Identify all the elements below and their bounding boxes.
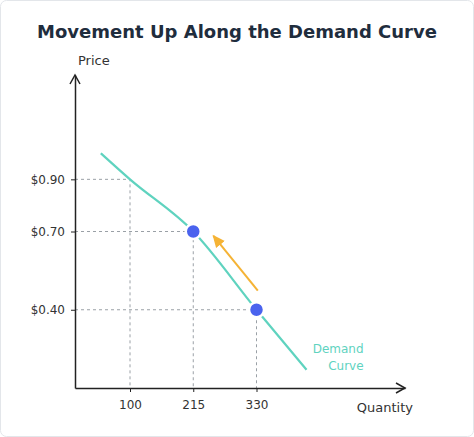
guide-line bbox=[75, 310, 257, 388]
x-axis-title: Quantity bbox=[357, 400, 413, 415]
series-labels: Demand Curve bbox=[313, 342, 364, 373]
chart: Movement Up Along the Demand Curve$0.40$… bbox=[0, 0, 474, 437]
title: Movement Up Along the Demand Curve bbox=[37, 21, 437, 42]
y-axis-title: Price bbox=[78, 53, 110, 68]
guide-line bbox=[75, 232, 193, 389]
y-axis-tick: $0.90 bbox=[31, 173, 75, 187]
x-axis-tick-label: 100 bbox=[119, 398, 142, 412]
y-axis-tick-label: $0.40 bbox=[31, 303, 65, 317]
guide-line bbox=[75, 179, 130, 388]
series-label: Demand Curve bbox=[313, 342, 364, 373]
x-axis-tick-mark bbox=[257, 388, 258, 392]
y-axis-arrow bbox=[70, 75, 80, 84]
x-axis-arrow bbox=[396, 383, 405, 393]
y-axis-tick-mark bbox=[71, 310, 75, 311]
x-axis-tick: 100 bbox=[119, 388, 142, 412]
x-axis-tick: 330 bbox=[246, 388, 269, 412]
guides bbox=[75, 179, 257, 388]
x-axis-tick-mark bbox=[130, 388, 131, 392]
movement-arrow bbox=[213, 236, 257, 291]
demand-line bbox=[101, 153, 307, 369]
y-axis-tick-mark bbox=[71, 179, 75, 180]
x-axis-line bbox=[76, 388, 406, 390]
x-axis-tick: 215 bbox=[182, 388, 205, 412]
series-label-line: Demand bbox=[313, 342, 364, 356]
y-axis: $0.40 $0.70 $0.90 bbox=[31, 76, 76, 389]
y-axis-tick: $0.40 bbox=[31, 303, 75, 317]
y-axis-tick-mark bbox=[71, 232, 75, 233]
x-axis-tick-mark bbox=[193, 388, 194, 392]
point bbox=[186, 224, 201, 239]
x-axis-tick-label: 215 bbox=[182, 398, 205, 412]
y-axis-tick: $0.70 bbox=[31, 225, 75, 239]
x-axis-tick-label: 330 bbox=[246, 398, 269, 412]
series-label-line: Curve bbox=[328, 359, 363, 373]
y-axis-tick-label: $0.70 bbox=[31, 225, 65, 239]
marks bbox=[101, 153, 307, 369]
point bbox=[249, 302, 264, 317]
y-axis-tick-label: $0.90 bbox=[31, 173, 65, 187]
background bbox=[1, 1, 474, 437]
